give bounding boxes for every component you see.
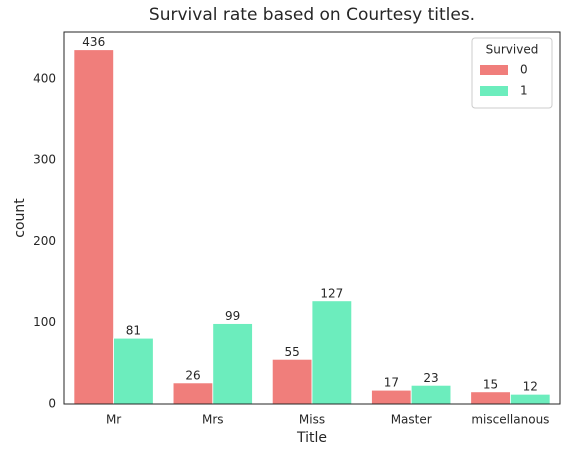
plot-frame [63, 31, 561, 405]
x-tick-label: Mr [106, 413, 121, 427]
y-tick-label: 0 [48, 397, 56, 411]
data-label: 17 [384, 376, 399, 390]
y-tick-label: 200 [33, 234, 56, 248]
data-label: 127 [320, 286, 343, 300]
y-tick-label: 400 [33, 71, 56, 85]
legend-swatch [480, 65, 508, 75]
data-label: 23 [423, 371, 438, 385]
data-label: 436 [82, 35, 105, 49]
bar [212, 323, 253, 405]
chart-title: Survival rate based on Courtesy titles. [149, 5, 475, 25]
bar [113, 337, 154, 405]
bar [73, 49, 114, 405]
x-tick-label: Master [391, 413, 432, 427]
data-label: 26 [185, 368, 200, 382]
legend-label: 1 [520, 84, 528, 98]
bar [311, 300, 353, 405]
data-label: 15 [483, 377, 498, 391]
x-axis-label: Title [296, 430, 327, 446]
bar [271, 358, 313, 405]
bar [172, 382, 214, 405]
x-tick-label: Miss [299, 413, 325, 427]
bar [509, 393, 551, 405]
bar [410, 384, 452, 405]
bar [470, 391, 511, 405]
bar [371, 389, 412, 405]
legend-label: 0 [520, 63, 528, 77]
data-label: 81 [126, 324, 141, 338]
x-tick-label: miscellanous [471, 413, 549, 427]
legend-swatch [480, 86, 508, 96]
y-tick-label: 100 [33, 315, 56, 329]
data-label: 99 [225, 309, 240, 323]
y-axis-label: count [12, 198, 28, 238]
data-label: 55 [285, 345, 300, 359]
x-tick-label: Mrs [202, 413, 224, 427]
y-tick-label: 300 [33, 153, 56, 167]
data-label: 12 [523, 380, 538, 394]
legend-title: Survived [486, 43, 539, 57]
